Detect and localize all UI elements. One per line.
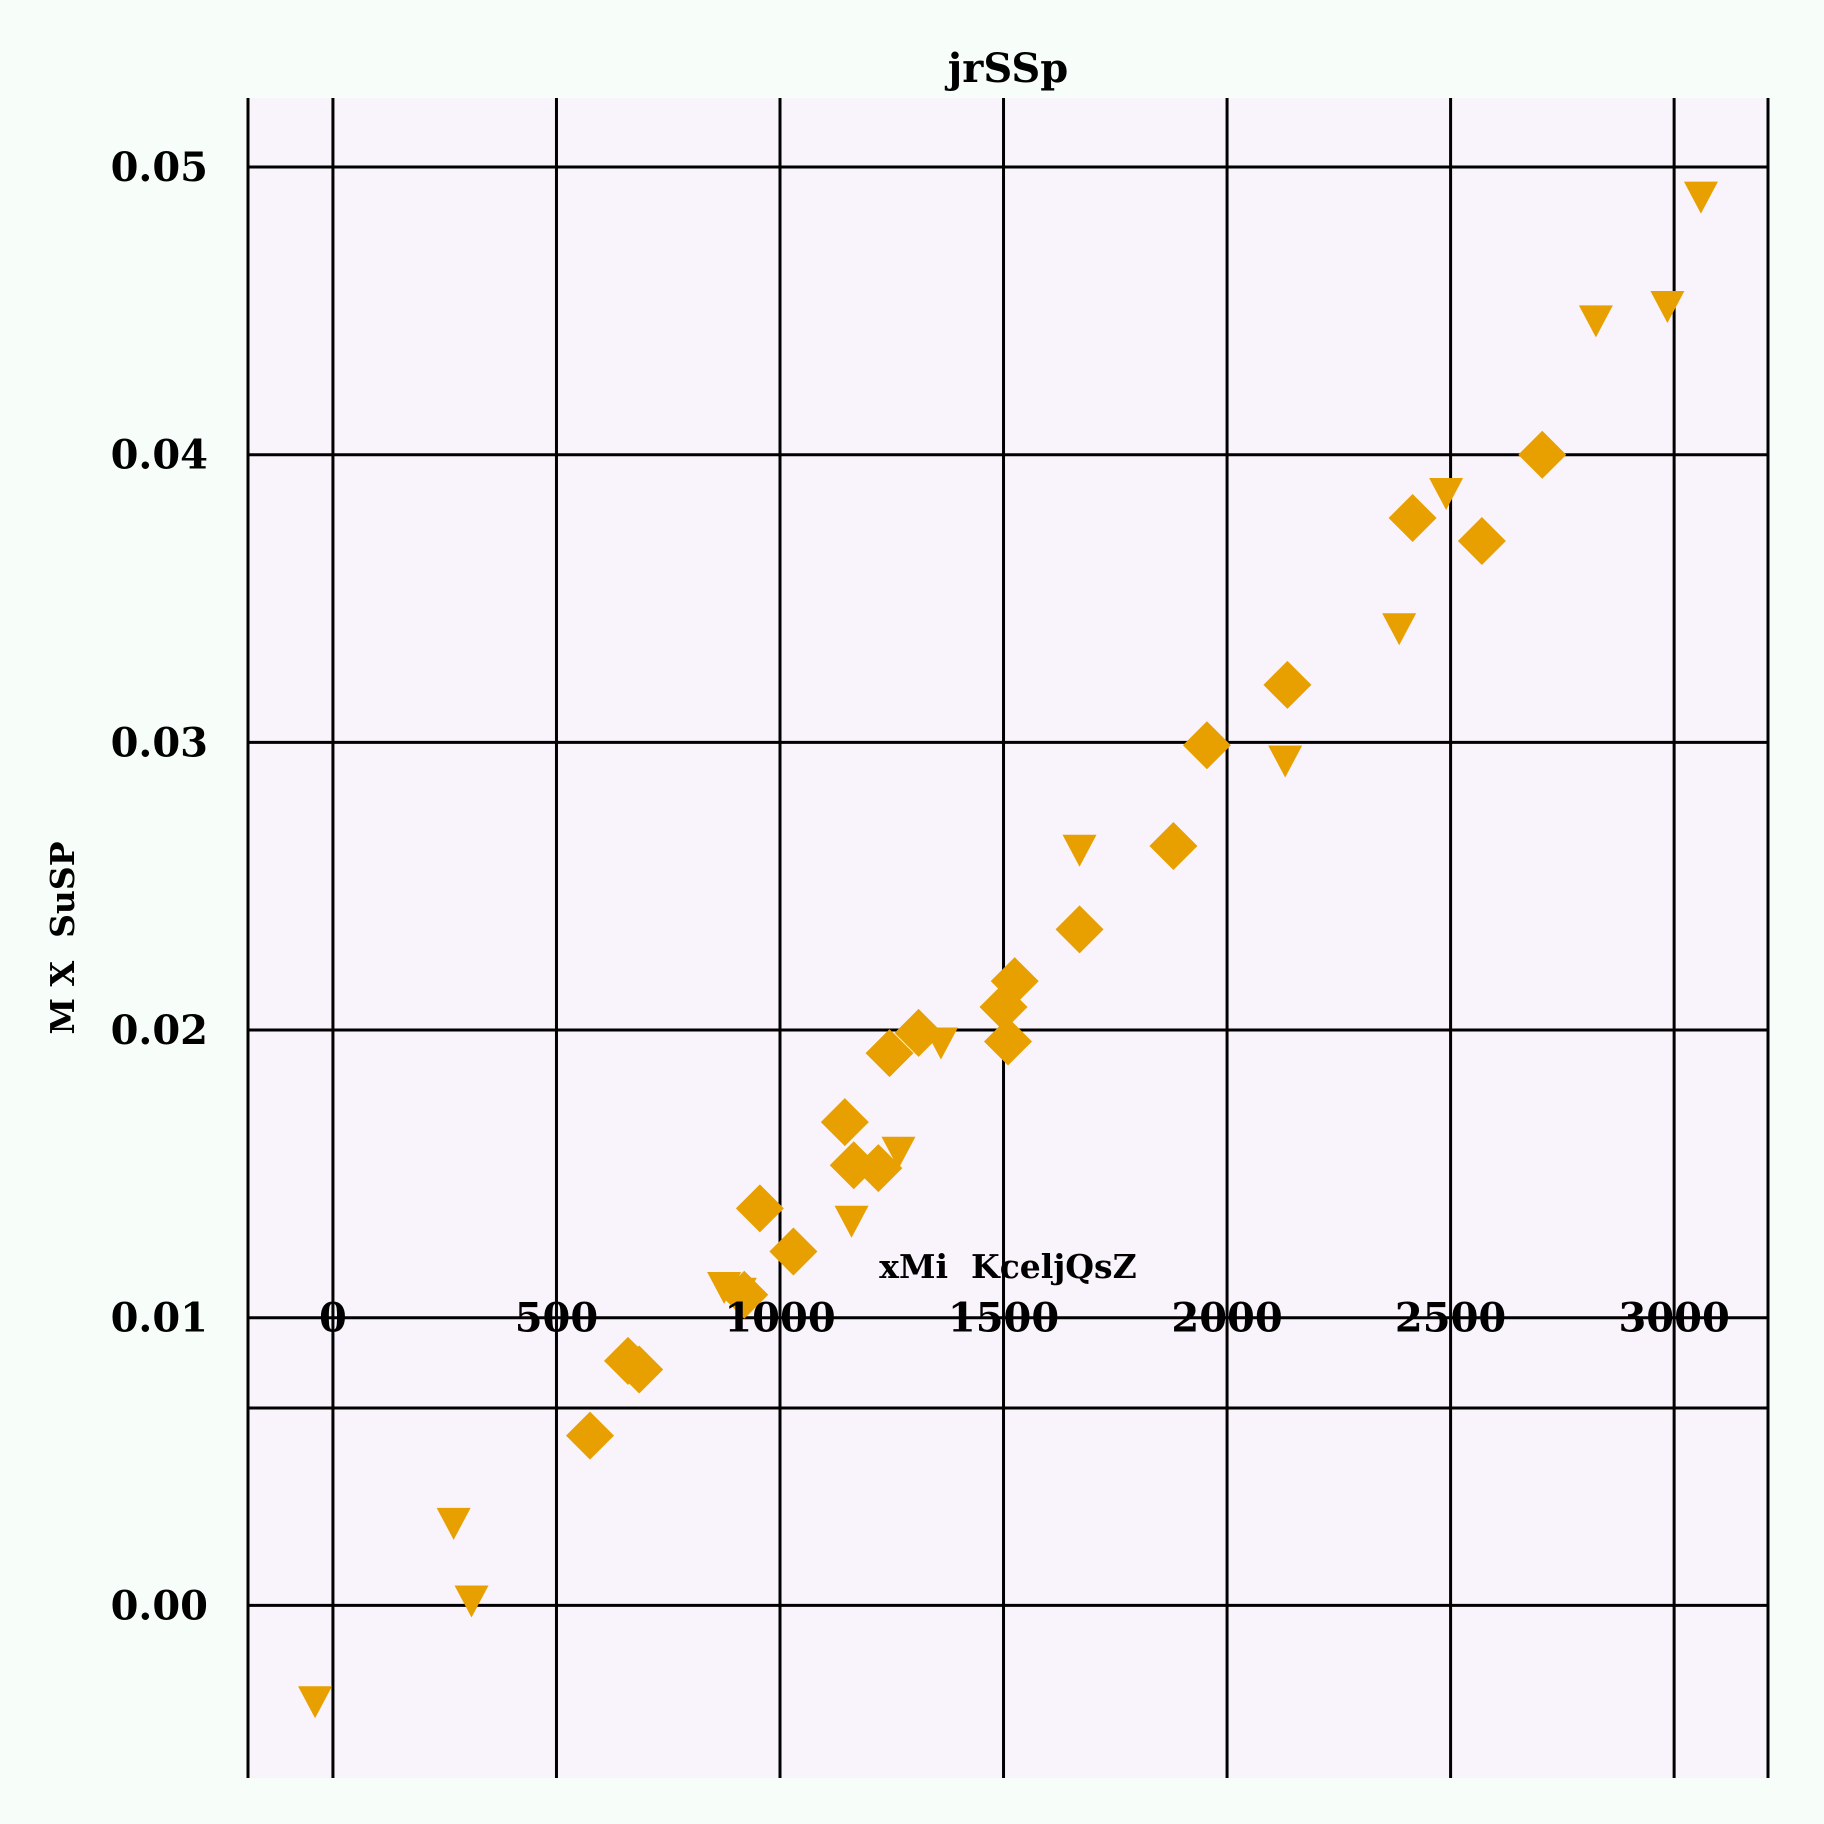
- x-tick-labels: 0 500 1000 1500 2000 2500 3000: [319, 1295, 1730, 1342]
- y-axis-label: M X SuSP: [43, 841, 82, 1034]
- x-tick-label-0: 0: [319, 1295, 347, 1342]
- data-point-s0-14: [1055, 905, 1104, 954]
- x-tick-label-2: 1000: [724, 1295, 835, 1342]
- chart-title: jrSSp: [945, 45, 1068, 92]
- x-tick-label-5: 2500: [1395, 1295, 1506, 1342]
- data-point-s1-12: [1578, 305, 1613, 338]
- grid-lines: [248, 98, 1768, 1778]
- x-tick-label-3: 1500: [948, 1295, 1059, 1342]
- data-point-s0-6: [820, 1098, 869, 1147]
- y-tick-label-5: 0.05: [111, 144, 208, 191]
- y-tick-label-3: 0.03: [111, 719, 208, 766]
- data-point-s1-0: [298, 1686, 333, 1719]
- data-point-s0-16: [1182, 721, 1231, 770]
- data-point-s1-7: [923, 1027, 958, 1060]
- data-point-s0-0: [566, 1411, 614, 1460]
- data-point-s0-17: [1263, 660, 1312, 709]
- y-tick-label-4: 0.04: [111, 432, 208, 479]
- data-point-s0-19: [1457, 517, 1506, 566]
- data-point-s0-9: [865, 1029, 914, 1078]
- data-point-s1-10: [1382, 613, 1417, 646]
- data-point-s0-13: [984, 1017, 1032, 1066]
- x-tick-label-6: 3000: [1618, 1295, 1729, 1342]
- data-point-s0-15: [1149, 821, 1198, 870]
- data-point-s1-1: [436, 1507, 471, 1540]
- x-axis-label: xMi KceljQsZ: [879, 1247, 1136, 1286]
- y-tick-label-0: 0.00: [111, 1582, 208, 1629]
- data-point-s0-12: [990, 957, 1039, 1006]
- y-tick-label-2: 0.02: [111, 1007, 208, 1054]
- data-point-s0-2: [615, 1345, 664, 1394]
- data-point-s1-14: [1683, 181, 1718, 214]
- data-point-s1-5: [834, 1205, 869, 1238]
- data-point-s1-2: [454, 1585, 489, 1618]
- data-point-s0-20: [1518, 430, 1567, 479]
- data-point-s1-4: [722, 1277, 757, 1310]
- data-point-s0-10: [894, 1008, 943, 1057]
- data-point-s1-11: [1429, 477, 1464, 510]
- data-point-s0-3: [735, 1184, 784, 1233]
- data-point-s1-13: [1650, 291, 1685, 323]
- data-point-s1-9: [1268, 745, 1303, 778]
- data-point-s0-8: [854, 1144, 903, 1193]
- y-tick-label-1: 0.01: [111, 1295, 208, 1342]
- plot-background: [248, 98, 1768, 1778]
- data-point-s0-18: [1388, 494, 1437, 542]
- data-point-s0-4: [769, 1227, 818, 1276]
- data-points: [298, 181, 1718, 1719]
- data-point-s1-6: [881, 1136, 916, 1169]
- x-tick-label-4: 2000: [1171, 1295, 1282, 1342]
- y-tick-labels: 0.00 0.01 0.02 0.03 0.04 0.05: [111, 144, 208, 1629]
- data-point-s1-8: [1062, 834, 1097, 867]
- x-tick-label-1: 500: [515, 1295, 599, 1342]
